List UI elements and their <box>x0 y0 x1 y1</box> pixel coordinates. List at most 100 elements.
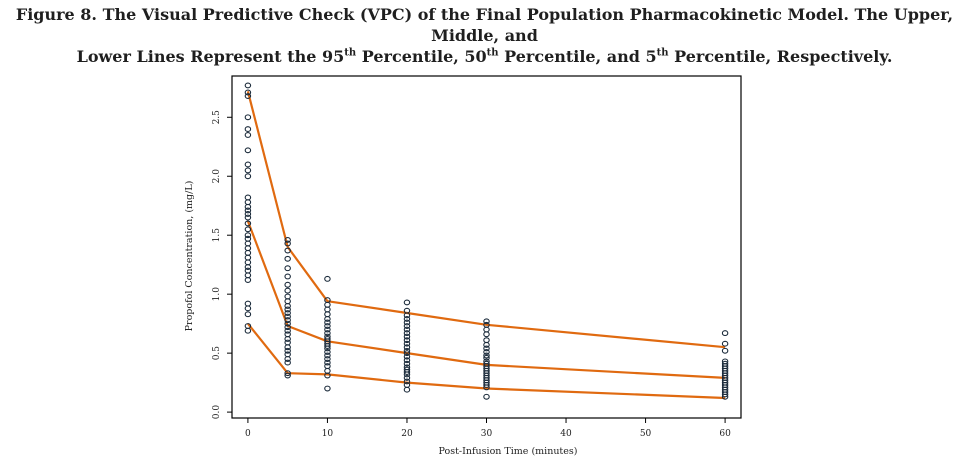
observed-point <box>403 347 411 354</box>
observed-point <box>324 323 331 329</box>
observed-point <box>324 326 331 333</box>
observed-point <box>284 347 291 354</box>
observed-point <box>483 393 490 400</box>
caption-superscript: th <box>486 47 499 59</box>
y-tick-label: 0.5 <box>212 346 222 361</box>
observed-point <box>284 236 291 243</box>
x-tick-label: 0 <box>245 429 251 439</box>
observed-point <box>403 323 411 329</box>
observed-point <box>403 350 411 357</box>
observed-point <box>483 341 490 348</box>
observed-point <box>721 330 729 337</box>
observed-point <box>483 382 490 388</box>
observed-point <box>403 330 411 337</box>
observed-point <box>244 254 252 261</box>
observed-point <box>244 173 252 180</box>
observed-point <box>284 370 291 377</box>
observed-point <box>244 203 252 210</box>
observed-point <box>483 352 490 359</box>
y-axis-label: Propofol Concentration, (mg/L) <box>184 181 195 332</box>
observed-point <box>483 337 490 344</box>
observed-point <box>244 214 252 221</box>
observed-point <box>324 345 331 352</box>
observed-point <box>284 372 291 379</box>
caption-part: Percentile, Respectively. <box>668 47 893 66</box>
observed-point <box>403 326 411 333</box>
observed-point <box>284 317 291 324</box>
observed-point <box>324 311 331 318</box>
observed-point <box>324 385 331 392</box>
observed-point <box>403 344 411 351</box>
observed-point <box>324 275 331 282</box>
observed-points <box>244 82 729 400</box>
y-tick-label: 2.0 <box>212 169 222 184</box>
p5-line <box>247 323 726 400</box>
observed-point <box>244 114 252 121</box>
observed-point <box>721 391 729 398</box>
y-tick-label: 2.5 <box>212 110 222 125</box>
observed-point <box>244 207 252 214</box>
caption-line-1: Figure 8. The Visual Predictive Check (V… <box>15 5 954 45</box>
x-tick-label: 10 <box>322 429 334 439</box>
y-tick-label: 1.0 <box>212 287 222 302</box>
observed-point <box>284 247 291 254</box>
y-tick-label: 1.5 <box>212 228 222 243</box>
observed-point <box>324 356 331 362</box>
observed-point <box>244 199 252 206</box>
observed-point <box>244 249 252 256</box>
observed-point <box>284 281 291 288</box>
observed-point <box>483 345 490 352</box>
observed-point <box>721 347 729 354</box>
observed-point <box>403 312 411 319</box>
observed-point <box>284 324 291 331</box>
observed-point <box>403 374 411 381</box>
observed-point <box>403 319 411 326</box>
observed-point <box>403 357 411 364</box>
observed-point <box>244 126 252 133</box>
observed-point <box>483 318 490 325</box>
observed-point <box>244 82 252 89</box>
observed-point <box>324 330 331 337</box>
observed-point <box>483 354 490 361</box>
observed-point <box>284 327 291 334</box>
observed-point <box>403 353 411 360</box>
observed-point <box>244 167 252 174</box>
observed-point <box>244 89 252 96</box>
observed-point <box>324 372 331 379</box>
observed-point <box>324 301 331 308</box>
observed-point <box>244 264 252 270</box>
observed-point <box>244 93 252 99</box>
observed-point <box>244 240 252 247</box>
observed-point <box>284 359 291 366</box>
observed-point <box>284 287 291 294</box>
figure-caption: Figure 8. The Visual Predictive Check (V… <box>0 4 969 67</box>
observed-point <box>284 336 291 342</box>
observed-point <box>284 240 291 247</box>
observed-point <box>403 299 411 306</box>
observed-point <box>244 211 252 217</box>
observed-point <box>403 337 411 344</box>
observed-point <box>244 226 252 233</box>
observed-point <box>284 303 291 309</box>
observed-point <box>284 293 291 300</box>
x-tick-label: 30 <box>481 429 493 439</box>
observed-point <box>284 320 291 327</box>
observed-point <box>483 349 490 355</box>
observed-point <box>324 352 331 359</box>
observed-point <box>284 356 291 362</box>
p50-line <box>246 220 726 379</box>
observed-point <box>284 344 291 351</box>
observed-point <box>284 306 291 313</box>
caption-superscript: th <box>344 47 357 59</box>
observed-point <box>403 386 411 393</box>
observed-point <box>244 161 252 168</box>
observed-point <box>244 272 252 279</box>
observed-point <box>324 367 331 374</box>
observed-point <box>483 331 490 338</box>
caption-part: Percentile, and 5 <box>498 47 657 66</box>
caption-superscript: th <box>656 47 669 59</box>
observed-point <box>324 349 331 355</box>
observed-point <box>324 359 331 366</box>
observed-point <box>244 245 252 252</box>
